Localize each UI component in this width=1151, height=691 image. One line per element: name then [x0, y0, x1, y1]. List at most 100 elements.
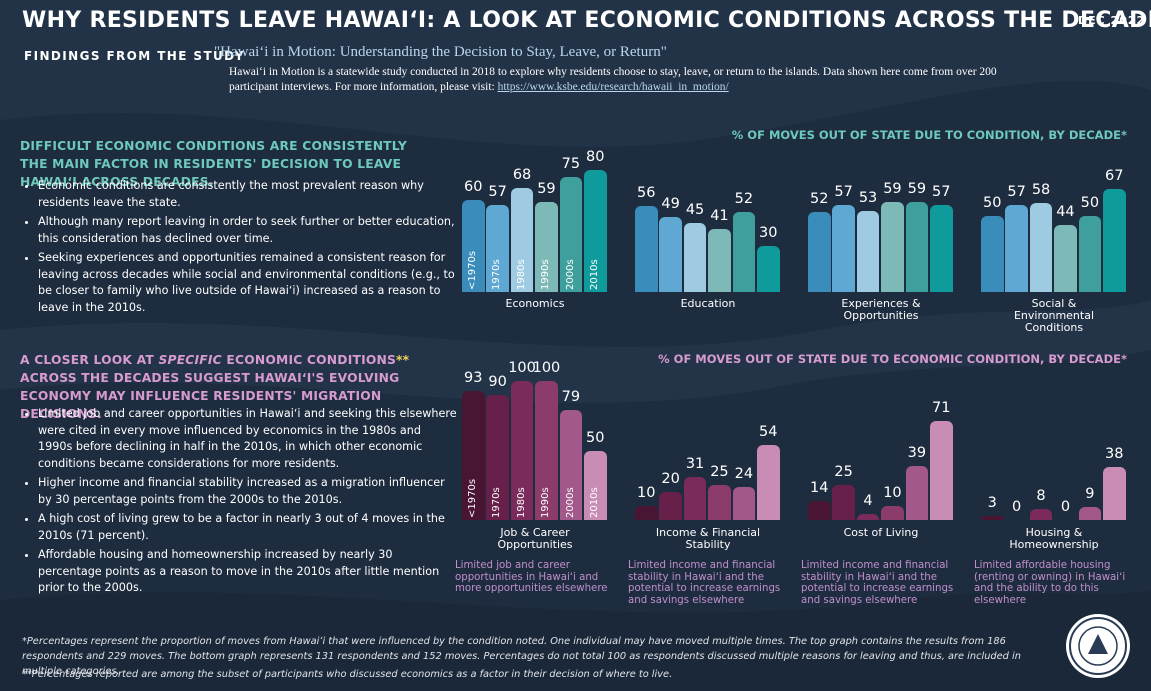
bar	[881, 201, 904, 292]
bar	[930, 204, 953, 292]
heading-text: **	[396, 353, 410, 367]
data-label: 9	[1085, 486, 1095, 503]
group-label: Economics	[505, 297, 565, 310]
bar	[708, 229, 731, 292]
bar	[1103, 467, 1126, 520]
category-label: 1980s	[515, 259, 527, 290]
bar	[981, 215, 1004, 292]
data-label: 38	[1105, 446, 1124, 463]
bar	[732, 486, 756, 520]
footnote: *Percentages represent the proportion of…	[22, 636, 1021, 677]
data-label: 30	[759, 225, 778, 242]
category-label: 2000s	[564, 487, 576, 518]
data-label: 56	[637, 185, 656, 202]
data-label: 57	[1007, 183, 1026, 200]
bar	[808, 500, 831, 520]
bar	[1029, 508, 1053, 520]
bar	[559, 177, 583, 292]
data-label: 80	[586, 148, 605, 165]
data-label: 52	[810, 191, 829, 208]
bar	[683, 223, 707, 292]
group-label: Income & Financial Stability	[655, 526, 761, 551]
bar	[757, 444, 780, 520]
bar	[659, 217, 682, 292]
category-label: 1990s	[540, 487, 552, 518]
bar	[1103, 189, 1126, 292]
data-label: 49	[661, 196, 680, 213]
bar	[930, 421, 953, 520]
data-label: 60	[464, 179, 483, 196]
bar	[808, 212, 831, 292]
bar	[905, 465, 929, 520]
bar	[1078, 215, 1102, 292]
bullet: Seeking experiences and opportunities re…	[38, 250, 458, 316]
group-note: Limited income and financial stability i…	[628, 560, 781, 606]
heading-text: ACROSS THE DECADES SUGGEST HAWAIʻI'S EVO…	[20, 371, 400, 421]
data-label: 59	[537, 180, 556, 197]
bar	[462, 200, 485, 292]
group-label: Cost of Living	[843, 526, 919, 539]
bar	[584, 450, 607, 520]
data-label: 52	[734, 191, 754, 208]
data-label: 67	[1105, 168, 1124, 185]
bar	[881, 506, 904, 520]
page-title: WHY RESIDENTS LEAVE HAWAIʻI: A LOOK AT E…	[22, 8, 1151, 33]
heading-text: A CLOSER LOOK AT	[20, 353, 159, 367]
data-label: 100	[532, 360, 561, 376]
group-label: Education	[680, 297, 736, 310]
seal	[1066, 614, 1130, 678]
bullet: Higher income and financial stability in…	[38, 475, 458, 508]
bar	[1005, 204, 1028, 292]
bar	[1054, 224, 1077, 292]
data-label: 53	[858, 189, 878, 206]
category-label: 2010s	[589, 487, 600, 518]
group-note: Limited affordable housing (renting or o…	[974, 560, 1126, 606]
data-label: 25	[710, 464, 729, 481]
data-label: 58	[1031, 182, 1051, 199]
heading-text: SPECIFIC	[158, 353, 222, 367]
data-label: 50	[1080, 194, 1100, 211]
data-label: 14	[810, 479, 829, 496]
bar	[462, 390, 485, 520]
bullet: Affordable housing and homeownership inc…	[38, 547, 458, 597]
group-label: Social & Environmental Conditions	[1013, 297, 1095, 334]
data-label: 25	[834, 464, 853, 481]
data-label: 57	[834, 183, 853, 200]
bar	[635, 206, 658, 292]
heading-text: DIFFICULT ECONOMIC CONDITIONS ARE CONSIS…	[20, 139, 407, 189]
category-label: 1970s	[491, 259, 503, 290]
data-label: 79	[561, 389, 581, 406]
bar	[832, 485, 855, 520]
description: Hawaiʻi in Motion is a statewide study c…	[229, 65, 1039, 95]
bar	[559, 410, 583, 520]
data-label: 0	[1012, 499, 1022, 515]
description-text: Hawaiʻi in Motion is a statewide study c…	[229, 66, 997, 93]
section-heading: DIFFICULT ECONOMIC CONDITIONS ARE CONSIS…	[20, 137, 430, 191]
bullet: Economic conditions are consistently the…	[38, 178, 458, 211]
bar	[905, 201, 929, 292]
chart-title: % OF MOVES OUT OF STATE DUE TO CONDITION…	[731, 128, 1127, 142]
data-label: 20	[661, 471, 680, 488]
category-label: 1980s	[515, 487, 527, 518]
data-label: 31	[685, 455, 705, 472]
group-label: Job & Career Opportunities	[497, 526, 573, 551]
bar	[732, 212, 756, 292]
data-label: 68	[512, 166, 532, 183]
category-label: 1990s	[540, 259, 552, 290]
data-label: 100	[508, 360, 536, 376]
heading-text: ECONOMIC CONDITIONS	[221, 353, 397, 367]
data-label: 45	[685, 202, 705, 219]
category-label: 2000s	[564, 259, 576, 290]
bar	[510, 381, 534, 520]
data-label: 0	[1060, 499, 1071, 515]
bar	[832, 204, 855, 292]
data-label: 3	[987, 494, 997, 511]
data-label: 71	[932, 400, 951, 417]
bar	[486, 394, 509, 520]
data-label: 8	[1036, 487, 1046, 504]
bullet: Limited job and career opportunities in …	[38, 406, 458, 472]
data-label: 24	[734, 465, 754, 482]
data-label: 50	[983, 194, 1002, 211]
study-link[interactable]: https://www.ksbe.edu/research/hawaii_in_…	[497, 81, 729, 93]
